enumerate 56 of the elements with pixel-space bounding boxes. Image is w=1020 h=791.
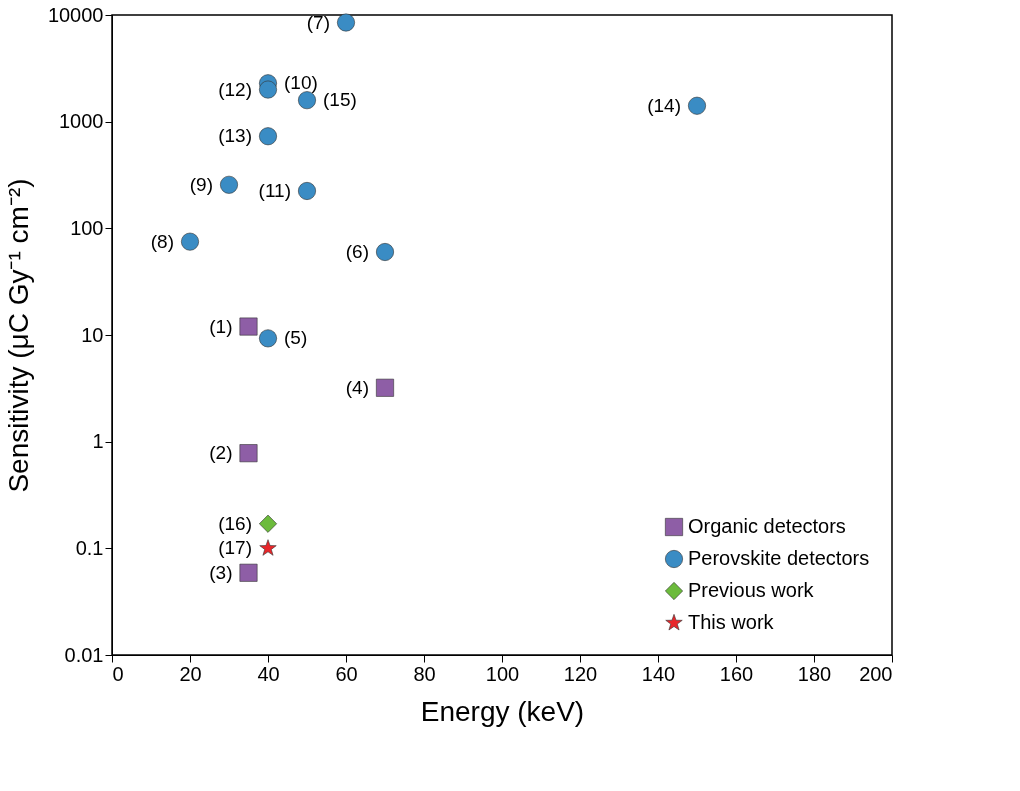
x-tick-label: 100	[485, 662, 520, 685]
y-tick-label: 1000	[59, 110, 104, 133]
annotation: (1)	[209, 315, 233, 337]
x-tick-label: 120	[563, 662, 598, 685]
x-tick-label: 40	[257, 662, 280, 685]
legend-label: Perovskite detectors	[688, 547, 870, 569]
point	[337, 13, 355, 32]
annotation: (11)	[258, 179, 291, 201]
annotation: (15)	[323, 89, 357, 111]
annotation: (5)	[284, 327, 308, 349]
annotation: (9)	[189, 173, 213, 195]
point	[239, 317, 258, 336]
y-tick-label: 100	[70, 216, 104, 239]
y-axis-title: Sensitivity (μC Gy⁻¹ cm⁻²)	[2, 178, 34, 493]
legend-label: This work	[688, 611, 775, 633]
annotation: (12)	[218, 78, 252, 100]
x-tick-label: 80	[413, 662, 436, 685]
annotation: (3)	[209, 561, 233, 583]
point	[259, 329, 277, 348]
annotation: (16)	[218, 512, 252, 534]
point	[298, 182, 316, 200]
point	[259, 127, 277, 146]
annotation: (10)	[284, 72, 318, 94]
annotation: (2)	[209, 442, 233, 464]
annotation: (17)	[218, 537, 252, 559]
annotation: (6)	[345, 241, 369, 262]
point	[688, 96, 706, 115]
annotation: (7)	[306, 11, 330, 33]
y-tick-label: 1	[92, 430, 104, 453]
annotation: (8)	[150, 230, 174, 252]
point	[376, 243, 394, 261]
point	[259, 514, 277, 533]
point	[259, 80, 277, 99]
legend-label: Organic detectors	[688, 515, 846, 537]
point	[220, 175, 238, 194]
point	[181, 232, 199, 251]
x-tick-label: 200	[859, 662, 893, 685]
point	[376, 378, 394, 397]
point	[239, 563, 258, 582]
x-tick-label: 140	[641, 662, 676, 685]
point	[259, 539, 277, 556]
annotation: (14)	[647, 94, 681, 116]
x-tick-label: 180	[797, 662, 832, 685]
y-tick-label: 0.1	[75, 536, 104, 559]
x-tick-label: 20	[179, 662, 202, 685]
x-axis-title: Energy (keV)	[420, 695, 585, 727]
y-tick-label: 0.01	[64, 643, 104, 666]
x-tick-label: 60	[335, 662, 358, 685]
x-tick-label: 160	[719, 662, 754, 685]
legend-label: Previous work	[688, 579, 815, 601]
x-tick-label: 0	[112, 662, 124, 685]
point	[239, 444, 258, 463]
annotation: (4)	[345, 376, 369, 398]
y-tick-label: 10	[81, 323, 104, 346]
annotation: (13)	[218, 125, 252, 147]
y-tick-label: 10000	[47, 3, 104, 26]
